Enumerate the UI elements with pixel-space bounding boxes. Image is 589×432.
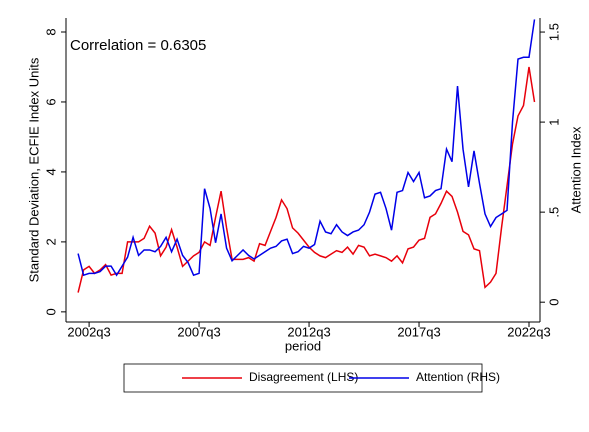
annotation: Correlation = 0.6305 <box>70 37 206 54</box>
x-tick-label: 2002q3 <box>67 324 110 339</box>
series-line <box>77 66 536 293</box>
x-tick-label: 2017q3 <box>397 324 440 339</box>
legend-label: Disagreement (LHS) <box>249 370 358 384</box>
y-tick-label: 4 <box>43 168 58 175</box>
y2-tick-label: .5 <box>546 207 561 218</box>
y2-tick-label: 1 <box>546 118 561 125</box>
x-tick-label: 2007q3 <box>177 324 220 339</box>
y2-tick-label: 1.5 <box>546 23 561 41</box>
y2-tick-label: 0 <box>546 299 561 306</box>
y2-axis-title: Attention Index <box>568 126 583 213</box>
y-axis-title: Standard Deviation, ECFIE Index Units <box>26 57 41 282</box>
series-line <box>77 19 536 277</box>
x-tick-label: 2022q3 <box>507 324 550 339</box>
y-tick-label: 0 <box>43 308 58 315</box>
x-tick-label: 2012q3 <box>287 324 330 339</box>
legend-label: Attention (RHS) <box>416 370 500 384</box>
y-tick-label: 2 <box>43 238 58 245</box>
x-axis-title: period <box>285 338 321 353</box>
y-tick-label: 8 <box>43 28 58 35</box>
y-tick-label: 6 <box>43 98 58 105</box>
